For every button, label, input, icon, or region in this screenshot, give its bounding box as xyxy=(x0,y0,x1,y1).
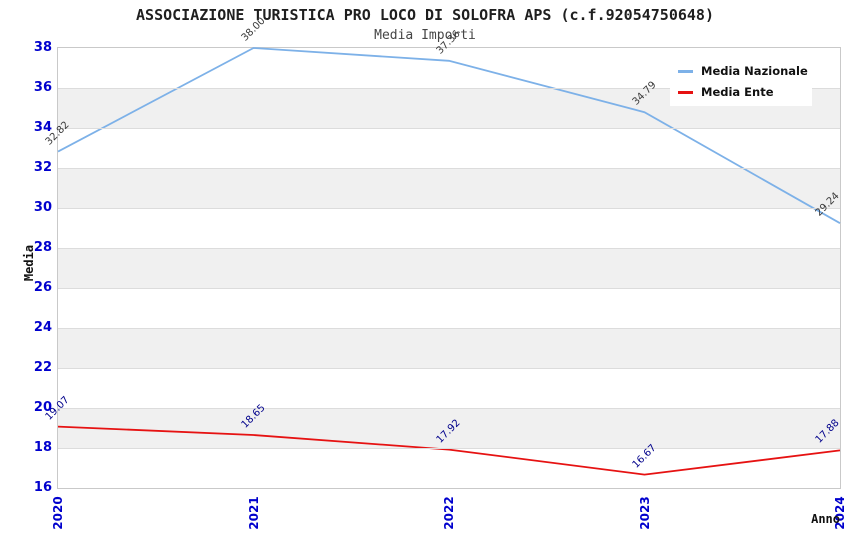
y-tick-label: 38 xyxy=(33,40,52,55)
y-tick-label: 28 xyxy=(33,240,52,255)
gridline xyxy=(58,248,840,249)
x-tick-label: 2023 xyxy=(637,496,652,530)
gridline xyxy=(58,408,840,409)
gridline xyxy=(58,288,840,289)
chart-subtitle: Media Importi xyxy=(374,28,476,43)
legend-label: Media Nazionale xyxy=(701,64,808,78)
legend-label: Media Ente xyxy=(701,85,774,99)
y-tick-label: 22 xyxy=(33,360,52,375)
gridline xyxy=(58,88,840,89)
chart-title: ASSOCIAZIONE TURISTICA PRO LOCO DI SOLOF… xyxy=(136,6,714,24)
gridline xyxy=(58,168,840,169)
y-tick-label: 30 xyxy=(33,200,52,215)
legend-item-0: Media Nazionale xyxy=(678,64,808,78)
legend: Media Nazionale Media Ente xyxy=(670,57,812,106)
series-line-0 xyxy=(57,47,841,224)
plot-area: 32.82 38.00 37.36 34.79 29.24 19.07 18.65 17.92… xyxy=(44,16,842,489)
y-tick-label: 34 xyxy=(33,120,52,135)
gridline xyxy=(58,208,840,209)
y-tick-label: 20 xyxy=(33,400,52,415)
y-tick-label: 18 xyxy=(33,440,52,455)
gridline xyxy=(58,328,840,329)
gridline xyxy=(58,128,840,129)
x-tick-label: 2020 xyxy=(51,496,65,530)
legend-swatch-icon xyxy=(678,90,693,94)
y-tick-label: 24 xyxy=(33,320,52,335)
y-tick-label: 32 xyxy=(33,160,52,175)
y-tick-label: 16 xyxy=(33,480,52,495)
series-line-1 xyxy=(57,425,841,476)
x-axis-title: Anno xyxy=(811,512,840,526)
gridline xyxy=(58,448,840,449)
x-tick-label: 2022 xyxy=(442,496,456,530)
y-tick-label: 36 xyxy=(33,80,52,95)
legend-item-1: Media Ente xyxy=(678,85,802,99)
line-series-svg xyxy=(57,47,841,476)
x-tick-label: 2021 xyxy=(246,496,261,530)
y-tick-label: 26 xyxy=(33,280,52,295)
legend-swatch-icon xyxy=(678,69,693,73)
gridline xyxy=(58,368,840,369)
